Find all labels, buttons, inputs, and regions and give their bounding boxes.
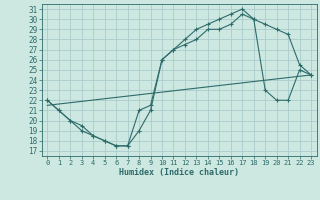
X-axis label: Humidex (Indice chaleur): Humidex (Indice chaleur) — [119, 168, 239, 177]
